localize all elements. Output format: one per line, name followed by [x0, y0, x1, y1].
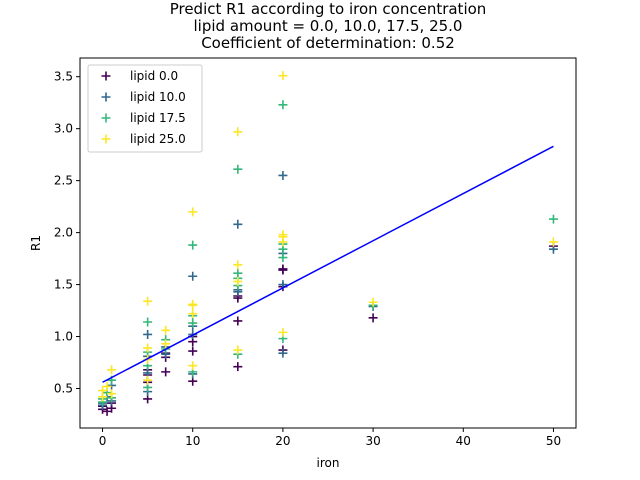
- data-point: [98, 386, 108, 396]
- data-point: [233, 127, 243, 137]
- data-point: [161, 325, 171, 335]
- data-point: [188, 299, 198, 309]
- x-tick-label: 50: [546, 434, 561, 448]
- legend-item: lipid 25.0: [101, 132, 186, 146]
- title-line-2: lipid amount = 0.0, 10.0, 17.5, 25.0: [194, 17, 463, 35]
- data-point: [233, 362, 243, 372]
- chart-title: Predict R1 according to iron concentrati…: [170, 0, 487, 52]
- data-point: [188, 207, 198, 217]
- data-point: [233, 164, 243, 174]
- legend-label: lipid 10.0: [130, 90, 186, 104]
- legend-label: lipid 0.0: [130, 69, 178, 83]
- legend-item: lipid 10.0: [101, 90, 186, 104]
- data-point: [107, 365, 117, 375]
- data-point: [278, 100, 288, 110]
- data-point: [188, 346, 198, 356]
- data-point: [143, 375, 153, 385]
- title-line-3: Coefficient of determination: 0.52: [201, 34, 455, 52]
- data-point: [188, 309, 198, 319]
- legend-item: lipid 0.0: [101, 69, 178, 83]
- data-point: [548, 237, 558, 247]
- data-point: [233, 316, 243, 326]
- legend-marker: [101, 134, 111, 144]
- data-points: [98, 71, 558, 416]
- series-1: [98, 170, 558, 410]
- series-3: [98, 71, 558, 402]
- regression-fit: [102, 145, 554, 383]
- data-point: [188, 361, 198, 371]
- x-tick-label: 20: [275, 434, 290, 448]
- data-point: [233, 345, 243, 355]
- data-point: [102, 381, 112, 391]
- title-line-1: Predict R1 according to iron concentrati…: [170, 0, 487, 18]
- legend-label: lipid 25.0: [130, 132, 186, 146]
- y-tick-label: 3.5: [54, 70, 73, 84]
- data-point: [278, 170, 288, 180]
- legend-marker: [101, 71, 111, 81]
- data-point: [278, 253, 288, 263]
- data-point: [188, 240, 198, 250]
- data-point: [143, 329, 153, 339]
- data-point: [143, 317, 153, 327]
- data-point: [161, 367, 171, 377]
- y-tick-label: 2.0: [54, 226, 73, 240]
- data-point: [161, 339, 171, 349]
- y-axis-label: R1: [29, 235, 43, 251]
- legend-item: lipid 17.5: [101, 111, 186, 125]
- data-point: [233, 260, 243, 270]
- y-tick-label: 3.0: [54, 122, 73, 136]
- data-point: [233, 219, 243, 229]
- legend-box: [87, 64, 203, 153]
- data-point: [368, 313, 378, 323]
- x-tick-label: 10: [185, 434, 200, 448]
- data-point: [278, 264, 288, 274]
- data-point: [107, 389, 117, 399]
- legend-marker: [101, 92, 111, 102]
- x-tick-label: 30: [365, 434, 380, 448]
- data-point: [278, 230, 288, 240]
- data-point: [548, 214, 558, 224]
- legend: lipid 0.0 lipid 10.0 lipid 17.5 lipid 25.0: [87, 64, 203, 153]
- x-tick-label: 0: [99, 434, 107, 448]
- y-tick-label: 1.5: [54, 278, 73, 292]
- data-point: [143, 296, 153, 306]
- plot-frame: [79, 57, 577, 429]
- x-axis-label: iron: [317, 456, 340, 470]
- legend-label: lipid 17.5: [130, 111, 186, 125]
- fit-line: [102, 145, 554, 383]
- series-0: [98, 241, 558, 416]
- data-point: [278, 327, 288, 337]
- data-point: [278, 348, 288, 358]
- data-point: [102, 406, 112, 416]
- data-point: [233, 268, 243, 278]
- x-tick-label: 40: [456, 434, 471, 448]
- data-point: [233, 276, 243, 286]
- y-tick-label: 2.5: [54, 174, 73, 188]
- data-point: [278, 71, 288, 81]
- x-axis-ticks: 0 10 20 30 40 50: [99, 428, 561, 448]
- data-point: [188, 271, 198, 281]
- y-tick-label: 0.5: [54, 382, 73, 396]
- data-point: [143, 343, 153, 353]
- data-point: [368, 297, 378, 307]
- y-tick-label: 1.0: [54, 330, 73, 344]
- y-axis-ticks: 0.5 1.0 1.5 2.0 2.5 3.0 3.5: [54, 70, 80, 396]
- legend-marker: [101, 113, 111, 123]
